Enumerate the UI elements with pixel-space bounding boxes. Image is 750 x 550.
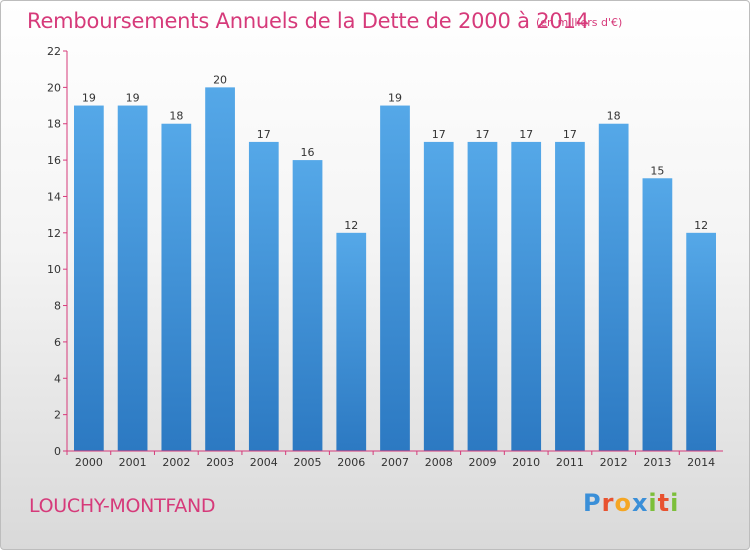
y-tick-label: 8 bbox=[54, 300, 61, 313]
y-tick-label: 6 bbox=[54, 336, 61, 349]
logo-letter: i bbox=[648, 489, 658, 517]
x-tick-label: 2001 bbox=[119, 456, 147, 469]
x-tick-label: 2013 bbox=[643, 456, 671, 469]
logo-letter: t bbox=[657, 489, 671, 517]
y-tick-label: 2 bbox=[54, 409, 61, 422]
bar-2014 bbox=[686, 232, 717, 451]
bar-2008 bbox=[423, 141, 454, 451]
data-label-2007: 19 bbox=[388, 92, 402, 105]
data-label-2006: 12 bbox=[344, 219, 358, 232]
bar-2003 bbox=[205, 87, 235, 451]
bar-2010 bbox=[511, 141, 542, 451]
logo-letter: i bbox=[670, 489, 680, 517]
bar-2004 bbox=[248, 141, 279, 451]
data-label-2009: 17 bbox=[475, 128, 489, 141]
x-tick-label: 2014 bbox=[687, 456, 715, 469]
logo-letter: o bbox=[614, 489, 632, 517]
data-label-2001: 19 bbox=[126, 92, 140, 105]
logo-letter: x bbox=[631, 489, 649, 517]
bar-2001 bbox=[117, 105, 148, 451]
x-tick-label: 2011 bbox=[556, 456, 584, 469]
y-tick-label: 14 bbox=[47, 190, 61, 203]
data-label-2003: 20 bbox=[213, 73, 227, 86]
data-labels-group: 19 19 18 20 17 16 12 19 17 17 17 17 18 15 12 bbox=[82, 73, 708, 231]
y-tick-label: 4 bbox=[54, 372, 61, 385]
y-tick-label: 18 bbox=[47, 118, 61, 131]
axes-group: 2000 2001 2002 2003 2004 2005 2006 2007 2008 2009… bbox=[47, 45, 723, 469]
y-tick-label: 12 bbox=[47, 227, 61, 240]
x-tick-label: 2007 bbox=[381, 456, 409, 469]
x-tick-label: 2005 bbox=[294, 456, 322, 469]
x-tick-label: 2009 bbox=[468, 456, 496, 469]
proxiti-logo: Proxiti bbox=[583, 489, 679, 517]
data-label-2002: 18 bbox=[169, 110, 183, 123]
data-label-2004: 17 bbox=[257, 128, 271, 141]
x-tick-label: 2006 bbox=[337, 456, 365, 469]
x-tick-label: 2002 bbox=[162, 456, 190, 469]
x-tick-label: 2012 bbox=[600, 456, 628, 469]
data-label-2005: 16 bbox=[301, 146, 315, 159]
bar-2002 bbox=[161, 123, 192, 452]
logo-letter: P bbox=[583, 489, 602, 517]
data-label-2014: 12 bbox=[694, 219, 708, 232]
bar-2013 bbox=[642, 178, 673, 452]
bar-2007 bbox=[380, 105, 410, 451]
bar-2005 bbox=[292, 160, 323, 451]
bar-2000 bbox=[73, 105, 104, 451]
x-tick-label: 2008 bbox=[425, 456, 453, 469]
data-label-2000: 19 bbox=[82, 92, 96, 105]
y-tick-label: 16 bbox=[47, 154, 61, 167]
bar-2011 bbox=[555, 141, 585, 451]
bars-group bbox=[73, 87, 717, 452]
x-tick-label: 2004 bbox=[250, 456, 278, 469]
x-tick-label: 2000 bbox=[75, 456, 103, 469]
data-label-2011: 17 bbox=[563, 128, 577, 141]
y-tick-label: 0 bbox=[54, 445, 61, 458]
y-tick-label: 22 bbox=[47, 45, 61, 58]
chart-subtitle: (en milliers d'€) bbox=[536, 16, 623, 29]
data-label-2013: 15 bbox=[650, 164, 664, 177]
data-label-2008: 17 bbox=[432, 128, 446, 141]
x-tick-label: 2003 bbox=[206, 456, 234, 469]
chart-title: Remboursements Annuels de la Dette de 20… bbox=[27, 9, 589, 33]
bar-2012 bbox=[598, 123, 629, 452]
y-tick-label: 20 bbox=[47, 81, 61, 94]
bar-2009 bbox=[467, 141, 498, 451]
data-label-2012: 18 bbox=[607, 110, 621, 123]
y-tick-label: 10 bbox=[47, 263, 61, 276]
bar-2006 bbox=[336, 232, 367, 451]
commune-name: LOUCHY-MONTFAND bbox=[29, 495, 216, 517]
data-label-2010: 17 bbox=[519, 128, 533, 141]
logo-letter: r bbox=[601, 489, 615, 517]
x-tick-label: 2010 bbox=[512, 456, 540, 469]
